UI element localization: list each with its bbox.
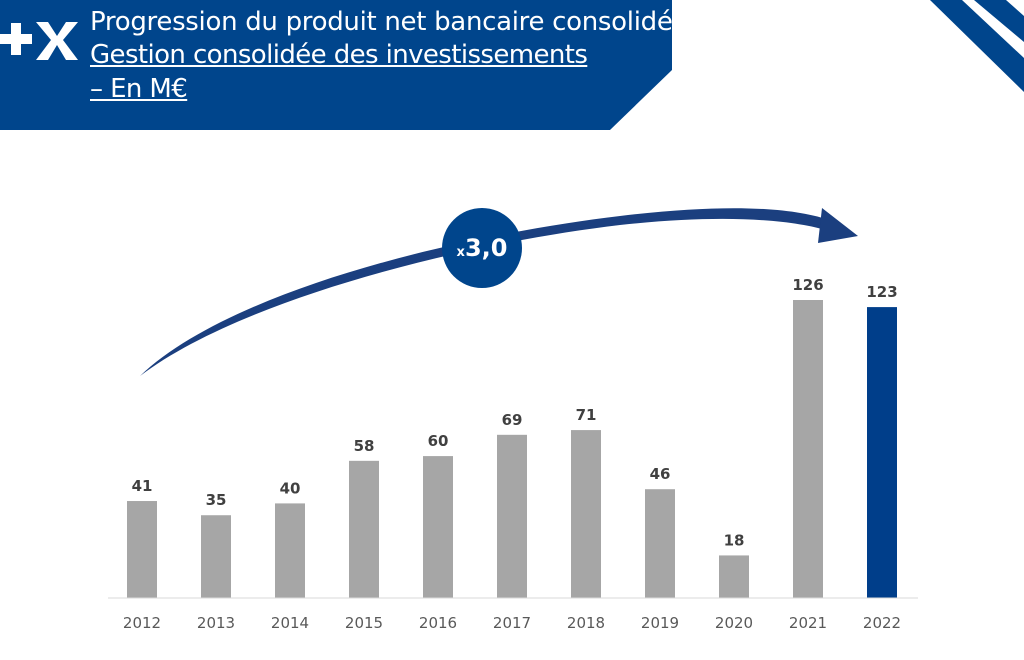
data-labels: 41 35 40 58 60 69 71 46 18 126 123 bbox=[132, 276, 898, 549]
bar-2012 bbox=[127, 501, 157, 598]
data-label-2020: 18 bbox=[724, 531, 745, 549]
header-text: Progression du produit net bancaire cons… bbox=[90, 6, 675, 106]
x-tick-2015: 2015 bbox=[345, 614, 383, 632]
bar-2016 bbox=[423, 456, 453, 598]
badge-prefix: x bbox=[457, 245, 466, 260]
badge-circle bbox=[442, 208, 522, 288]
bar-2019 bbox=[645, 489, 675, 598]
multiplier-badge: x3,0 bbox=[442, 208, 522, 288]
x-tick-2022: 2022 bbox=[863, 614, 901, 632]
slide-subtitle-line1: Gestion consolidée des investissements bbox=[90, 40, 588, 70]
x-tick-2014: 2014 bbox=[271, 614, 309, 632]
bar-2017 bbox=[497, 434, 527, 598]
badge-value: 3,0 bbox=[465, 234, 508, 262]
bar-2018 bbox=[571, 430, 601, 598]
header-background bbox=[0, 0, 1024, 130]
data-label-2019: 46 bbox=[650, 465, 671, 483]
data-label-2021: 126 bbox=[792, 276, 823, 294]
x-tick-2019: 2019 bbox=[641, 614, 679, 632]
bars bbox=[127, 300, 897, 598]
bar-2021 bbox=[793, 300, 823, 598]
slide-header: Progression du produit net bancaire cons… bbox=[0, 0, 1024, 135]
x-tick-2020: 2020 bbox=[715, 614, 753, 632]
data-label-2016: 60 bbox=[428, 432, 449, 450]
slide-subtitle-line2: – En M€ bbox=[90, 74, 188, 104]
x-tick-2012: 2012 bbox=[123, 614, 161, 632]
data-label-2022: 123 bbox=[866, 283, 897, 301]
x-tick-2017: 2017 bbox=[493, 614, 531, 632]
bar-2020 bbox=[719, 555, 749, 598]
data-label-2017: 69 bbox=[502, 411, 523, 429]
data-label-2012: 41 bbox=[132, 477, 153, 495]
data-label-2015: 58 bbox=[354, 437, 375, 455]
x-tick-2016: 2016 bbox=[419, 614, 457, 632]
badge-text: x3,0 bbox=[457, 234, 508, 262]
bar-2014 bbox=[275, 503, 305, 598]
data-label-2018: 71 bbox=[576, 406, 597, 424]
bar-2013 bbox=[201, 515, 231, 598]
data-label-2013: 35 bbox=[206, 491, 227, 509]
corner-stripe-1 bbox=[930, 0, 1024, 92]
slide-title: Progression du produit net bancaire cons… bbox=[90, 7, 675, 37]
arrow-head bbox=[818, 208, 858, 243]
data-label-2014: 40 bbox=[280, 479, 301, 497]
x-tick-2013: 2013 bbox=[197, 614, 235, 632]
corner-stripe-2 bbox=[974, 0, 1024, 42]
x-axis-ticks: 2012 2013 2014 2015 2016 2017 2018 2019 2020 2021… bbox=[123, 614, 901, 632]
bar-2022 bbox=[867, 307, 897, 598]
bar-2015 bbox=[349, 460, 379, 598]
brand-logo bbox=[0, 12, 80, 68]
x-tick-2018: 2018 bbox=[567, 614, 605, 632]
x-tick-2021: 2021 bbox=[789, 614, 827, 632]
